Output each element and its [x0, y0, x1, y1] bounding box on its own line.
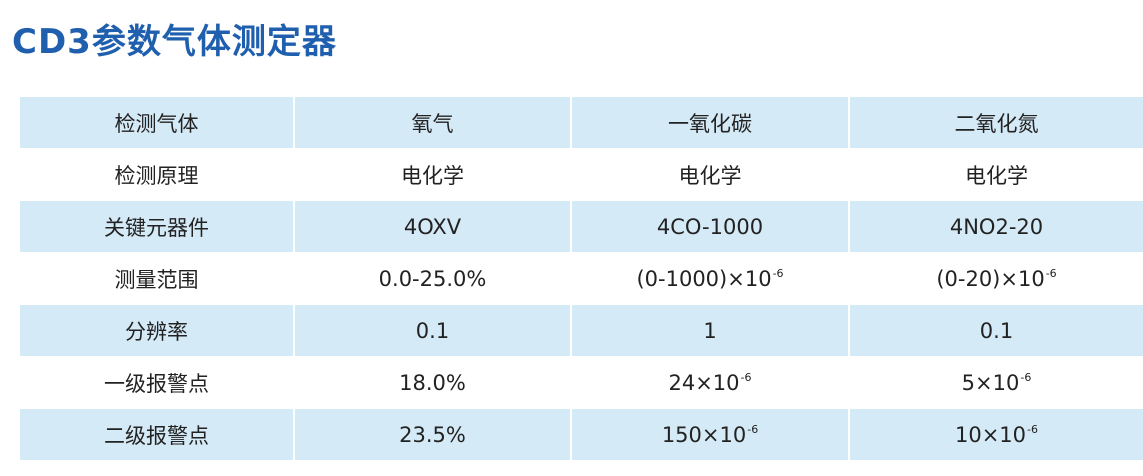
cell-text: 10×10: [954, 422, 1027, 447]
table-cell: (0-20)×10-6: [848, 252, 1143, 305]
superscript: -6: [740, 370, 752, 384]
table-cell: 4CO-1000: [570, 200, 850, 253]
row-label: 一级报警点: [18, 356, 295, 409]
table-row: 检测原理 电化学 电化学 电化学: [18, 148, 1143, 201]
row-label: 检测原理: [18, 148, 295, 201]
row-label: 关键元器件: [18, 200, 295, 253]
table-cell: 0.1: [848, 304, 1143, 357]
superscript: -6: [1020, 370, 1032, 384]
superscript: -6: [747, 422, 759, 436]
superscript: -6: [772, 266, 784, 280]
table-cell: 4OXV: [293, 200, 572, 253]
row-label: 检测气体: [18, 97, 295, 149]
table-cell: 1: [570, 304, 850, 357]
superscript: -6: [1027, 422, 1038, 436]
table-cell: 23.5%: [293, 408, 572, 461]
table-cell: 0.0-25.0%: [293, 252, 572, 305]
table-cell: 0.1: [293, 304, 572, 357]
superscript: -6: [1045, 266, 1057, 280]
table-cell: 一氧化碳: [570, 97, 850, 149]
table-row: 一级报警点 18.0% 24×10-6 5×10-6: [18, 356, 1143, 409]
table-cell: 4NO2-20: [848, 200, 1143, 253]
table-row: 二级报警点 23.5% 150×10-6 10×10-6: [18, 408, 1143, 461]
cell-text: 5×10: [961, 370, 1020, 395]
row-label: 测量范围: [18, 252, 295, 305]
row-label: 二级报警点: [18, 408, 295, 461]
table-cell: (0-1000)×10-6: [570, 252, 850, 305]
table-cell: 5×10-6: [848, 356, 1143, 409]
table-cell: 电化学: [848, 148, 1143, 201]
spec-table: 检测气体 氧气 一氧化碳 二氧化氮 检测原理 电化学 电化学 电化学 关键元器件 4OXV 4CO-…: [18, 97, 1143, 461]
table-cell: 电化学: [293, 148, 572, 201]
table-row: 检测气体 氧气 一氧化碳 二氧化氮: [18, 97, 1143, 149]
cell-text: 24×10: [668, 370, 740, 395]
table-cell: 二氧化氮: [848, 97, 1143, 149]
cell-text: (0-1000)×10: [636, 266, 772, 291]
title: CD3参数气体测定器: [12, 22, 337, 62]
table-cell: 10×10-6: [848, 408, 1143, 461]
row-label: 分辨率: [18, 304, 295, 357]
table-cell: 24×10-6: [570, 356, 850, 409]
table-row: 关键元器件 4OXV 4CO-1000 4NO2-20: [18, 200, 1143, 253]
table-row: 分辨率 0.1 1 0.1: [18, 304, 1143, 357]
table-cell: 18.0%: [293, 356, 572, 409]
table-row: 测量范围 0.0-25.0% (0-1000)×10-6 (0-20)×10-6: [18, 252, 1143, 305]
cell-text: 150×10: [661, 422, 747, 447]
table-cell: 氧气: [293, 97, 572, 149]
table-cell: 电化学: [570, 148, 850, 201]
table-cell: 150×10-6: [570, 408, 850, 461]
cell-text: (0-20)×10: [936, 266, 1045, 291]
